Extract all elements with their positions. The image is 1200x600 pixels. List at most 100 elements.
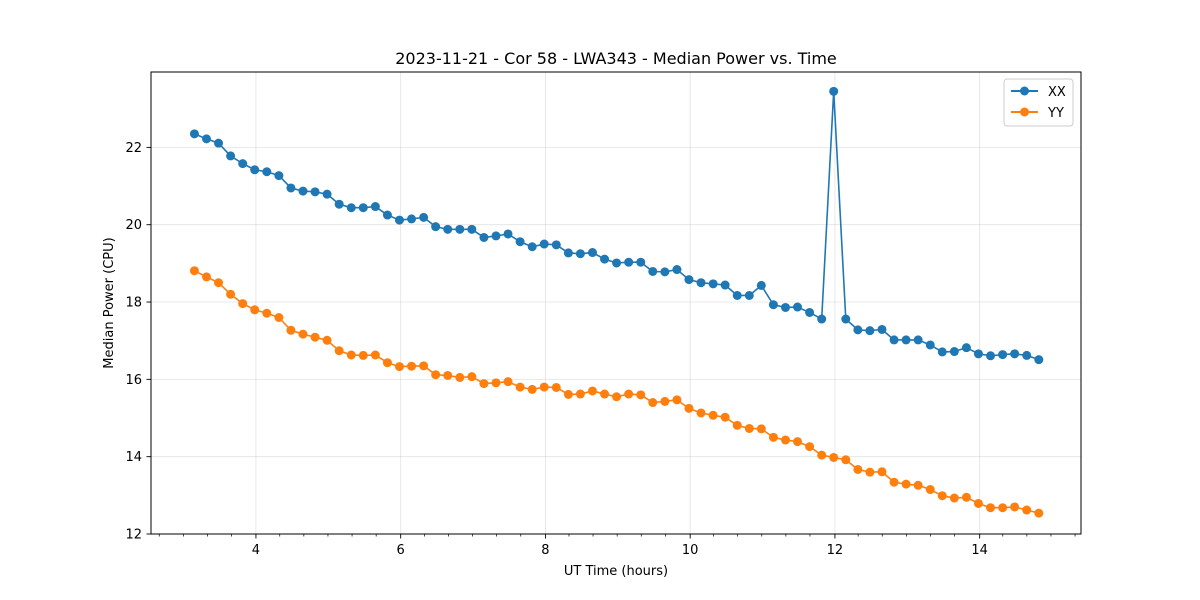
data-point-yy — [479, 379, 489, 389]
data-point-xx — [708, 279, 718, 289]
data-point-yy — [949, 493, 959, 503]
data-point-yy — [431, 370, 441, 380]
chart-title: 2023-11-21 - Cor 58 - LWA343 - Median Po… — [395, 49, 837, 68]
data-point-xx — [551, 240, 561, 250]
data-point-yy — [744, 423, 754, 433]
data-point-yy — [551, 382, 561, 392]
data-point-xx — [937, 347, 947, 357]
data-point-yy — [189, 266, 199, 276]
data-point-xx — [986, 351, 996, 361]
legend: XX YY — [1003, 78, 1074, 127]
data-point-yy — [1022, 505, 1032, 515]
data-point-xx — [250, 165, 260, 175]
data-point-yy — [961, 492, 971, 502]
data-point-yy — [817, 450, 827, 460]
data-point-yy — [575, 389, 585, 399]
data-point-yy — [781, 435, 790, 445]
data-point-yy — [407, 361, 417, 371]
data-point-yy — [358, 350, 368, 360]
data-point-xx — [913, 335, 923, 345]
data-point-xx — [310, 187, 320, 197]
data-point-xx — [262, 167, 272, 177]
data-point-yy — [370, 350, 380, 360]
data-point-xx — [817, 314, 827, 324]
data-point-yy — [455, 372, 465, 382]
data-point-yy — [491, 378, 501, 388]
data-point-xx — [732, 290, 742, 300]
data-point-xx — [563, 248, 573, 258]
data-point-xx — [286, 183, 296, 193]
data-point-xx — [322, 189, 332, 199]
data-point-yy — [793, 437, 803, 447]
data-point-yy — [274, 313, 284, 322]
data-point-xx — [889, 335, 899, 345]
data-point-yy — [998, 503, 1008, 513]
grid-lines — [151, 72, 1081, 535]
y-axis-label: Median Power (CPU) — [102, 237, 117, 368]
data-point-xx — [407, 214, 417, 224]
data-point-yy — [587, 386, 597, 396]
data-point-xx — [539, 239, 549, 249]
series-line-xx — [194, 90, 1040, 361]
x-axis-label: UT Time (hours) — [564, 564, 668, 579]
series-line-yy — [194, 270, 1040, 514]
data-point-xx — [973, 349, 983, 359]
y-tick-label: 16 — [125, 373, 142, 388]
y-tick-label: 14 — [125, 450, 142, 465]
data-point-xx — [805, 307, 815, 317]
data-point-yy — [310, 332, 320, 342]
data-point-xx — [841, 314, 851, 324]
data-point-yy — [600, 389, 610, 399]
data-point-yy — [238, 299, 248, 309]
data-point-yy — [226, 289, 236, 299]
data-point-xx — [587, 248, 597, 258]
data-point-xx — [467, 224, 477, 234]
data-point-yy — [660, 396, 670, 406]
data-point-yy — [841, 455, 851, 465]
data-point-yy — [756, 424, 766, 434]
data-point-xx — [419, 212, 429, 222]
data-point-yy — [986, 503, 996, 513]
data-point-xx — [214, 138, 224, 148]
data-point-xx — [901, 335, 911, 345]
data-point-xx — [503, 229, 513, 239]
data-point-yy — [708, 410, 718, 420]
data-point-yy — [214, 278, 224, 288]
data-point-yy — [732, 420, 742, 430]
data-point-yy — [720, 412, 730, 422]
data-point-xx — [274, 171, 284, 181]
data-point-xx — [1034, 355, 1044, 365]
axis-ticks: 4 6 8 10 12 14 12 14 16 18 20 22 — [125, 141, 1076, 558]
data-point-yy — [696, 408, 706, 418]
data-point-xx — [443, 224, 453, 234]
data-point-yy — [286, 325, 296, 335]
data-point-xx — [334, 199, 344, 209]
data-point-xx — [648, 266, 658, 276]
data-point-xx — [1010, 349, 1020, 359]
data-point-yy — [262, 308, 272, 318]
x-tick-label: 10 — [682, 543, 699, 558]
data-point-xx — [298, 186, 308, 196]
data-point-yy — [805, 442, 815, 452]
data-point-xx — [527, 242, 537, 252]
data-point-xx — [479, 232, 489, 242]
data-point-xx — [744, 290, 754, 300]
data-point-xx — [624, 257, 634, 267]
data-point-yy — [865, 467, 875, 477]
data-point-xx — [238, 159, 248, 169]
data-point-xx — [491, 231, 501, 241]
x-tick-label: 14 — [971, 543, 988, 558]
data-point-xx — [1022, 350, 1032, 360]
data-point-yy — [937, 491, 947, 501]
data-point-yy — [648, 398, 658, 408]
data-point-xx — [226, 151, 236, 161]
legend-marker-xx — [1020, 86, 1029, 96]
data-point-xx — [756, 280, 766, 290]
data-point-xx — [660, 267, 670, 277]
data-point-yy — [829, 452, 839, 462]
x-tick-label: 8 — [541, 543, 549, 558]
data-point-yy — [394, 362, 404, 372]
data-point-xx — [394, 215, 404, 225]
data-point-xx — [189, 129, 199, 139]
